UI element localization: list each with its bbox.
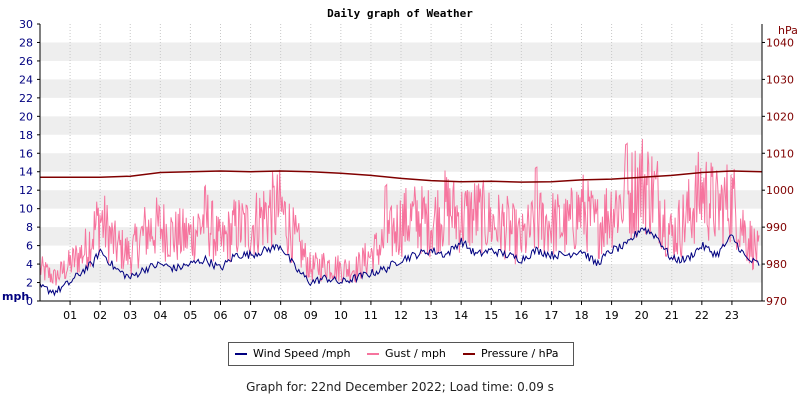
legend-gust: Gust / mph <box>367 347 446 360</box>
x-tick-label: 12 <box>394 309 408 322</box>
chart-legend: Wind Speed /mph Gust / mph Pressure / hP… <box>228 342 574 366</box>
y-right-tick-label: 980 <box>766 258 787 271</box>
x-tick-label: 01 <box>63 309 77 322</box>
x-tick-label: 11 <box>364 309 378 322</box>
y-left-tick-label: 20 <box>19 110 33 123</box>
y-left-tick-label: 22 <box>19 92 33 105</box>
y-right-axis-label: hPa <box>778 24 798 37</box>
y-right-tick-label: 970 <box>766 295 787 308</box>
x-tick-label: 08 <box>274 309 288 322</box>
legend-wind: Wind Speed /mph <box>235 347 351 360</box>
y-left-tick-label: 10 <box>19 203 33 216</box>
legend-wind-label: Wind Speed /mph <box>253 347 351 360</box>
y-right-tick-label: 1010 <box>766 147 794 160</box>
y-left-tick-label: 28 <box>19 36 33 49</box>
x-tick-label: 21 <box>665 309 679 322</box>
x-tick-label: 02 <box>93 309 107 322</box>
y-left-tick-label: 12 <box>19 184 33 197</box>
x-tick-label: 16 <box>514 309 528 322</box>
y-left-tick-label: 16 <box>19 147 33 160</box>
y-left-axis-label: mph <box>2 290 29 303</box>
y-left-tick-label: 2 <box>26 277 33 290</box>
x-tick-label: 17 <box>544 309 558 322</box>
y-right-tick-label: 990 <box>766 221 787 234</box>
x-tick-label: 15 <box>484 309 498 322</box>
y-right-tick-label: 1040 <box>766 36 794 49</box>
y-left-tick-label: 8 <box>26 221 33 234</box>
legend-pressure: Pressure / hPa <box>463 347 559 360</box>
x-tick-label: 14 <box>454 309 468 322</box>
y-left-tick-label: 4 <box>26 258 33 271</box>
y-left-tick-label: 18 <box>19 129 33 142</box>
x-tick-label: 09 <box>304 309 318 322</box>
x-tick-label: 19 <box>605 309 619 322</box>
x-tick-label: 18 <box>575 309 589 322</box>
x-tick-label: 03 <box>123 309 137 322</box>
legend-pressure-swatch <box>463 353 475 355</box>
legend-wind-swatch <box>235 353 247 355</box>
y-left-tick-label: 26 <box>19 55 33 68</box>
y-left-tick-label: 0 <box>26 295 33 308</box>
x-tick-label: 23 <box>725 309 739 322</box>
y-right-tick-label: 1030 <box>766 73 794 86</box>
x-tick-label: 13 <box>424 309 438 322</box>
x-tick-label: 10 <box>334 309 348 322</box>
x-tick-label: 07 <box>244 309 258 322</box>
y-right-tick-label: 1000 <box>766 184 794 197</box>
y-right-tick-label: 1020 <box>766 110 794 123</box>
tick-labels: 0246810121416182022242628309709809901000… <box>19 18 794 322</box>
legend-gust-label: Gust / mph <box>385 347 446 360</box>
x-tick-label: 05 <box>183 309 197 322</box>
x-tick-label: 04 <box>153 309 167 322</box>
legend-pressure-label: Pressure / hPa <box>481 347 559 360</box>
y-left-tick-label: 30 <box>19 18 33 31</box>
y-left-tick-label: 6 <box>26 240 33 253</box>
x-tick-label: 20 <box>635 309 649 322</box>
gust-series-line <box>39 138 760 286</box>
x-tick-label: 22 <box>695 309 709 322</box>
pressure-series-line <box>40 170 763 183</box>
legend-gust-swatch <box>367 353 379 355</box>
plot-band <box>40 79 762 98</box>
y-left-tick-label: 24 <box>19 73 33 86</box>
wind-series-line <box>39 226 760 297</box>
y-left-tick-label: 14 <box>19 166 33 179</box>
plot-series <box>39 138 763 297</box>
plot-axes <box>37 23 765 305</box>
footer-info: Graph for: 22nd December 2022; Load time… <box>246 380 554 394</box>
x-tick-label: 06 <box>214 309 228 322</box>
chart-title: Daily graph of Weather <box>327 7 473 20</box>
